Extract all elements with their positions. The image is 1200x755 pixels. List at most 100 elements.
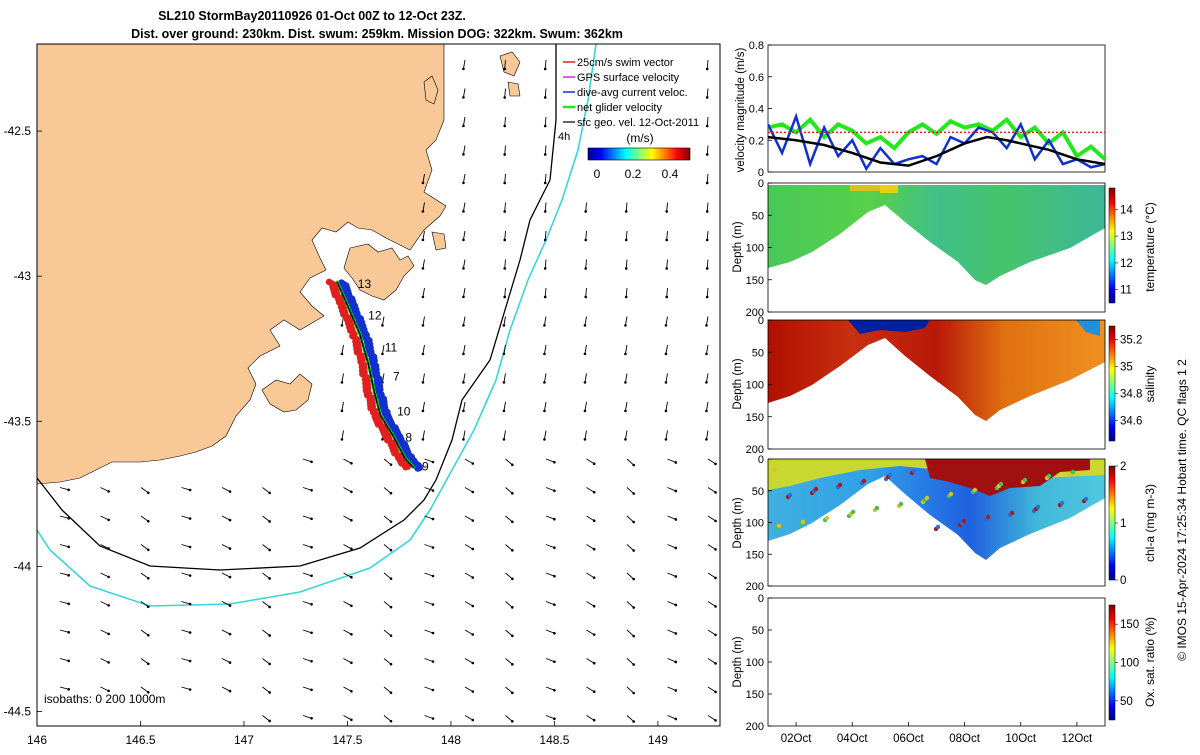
vector-191 (424, 601, 434, 605)
vector-head-175 (471, 576, 475, 579)
vector-head-178 (592, 576, 596, 580)
vector-head-102 (705, 438, 708, 441)
vector-197 (667, 601, 676, 606)
track-day-label-3: 7 (393, 370, 400, 384)
vector-head-75 (421, 381, 425, 384)
vector-head-226 (471, 661, 475, 665)
vector-head-43 (665, 267, 669, 270)
vector-110 (586, 458, 595, 465)
map-xtick-label-6: 149 (648, 733, 668, 747)
vector-head-40 (543, 267, 547, 270)
map-axes: 146 146.5 147 147.5 148 148.5 149 -42.5 -43 -43.5… (4, 124, 669, 747)
vector-71 (665, 344, 668, 354)
section-3-cbtick-label-0: 34.6 (1120, 416, 1142, 428)
vector-head-258 (592, 718, 596, 722)
vector-head-110 (592, 462, 596, 466)
vector-head-214 (674, 632, 678, 635)
vector-head-144 (592, 519, 596, 523)
vector-head-92 (705, 409, 708, 413)
vector-head-136 (268, 520, 271, 523)
vector-head-249 (714, 690, 717, 694)
vector-238 (262, 686, 270, 693)
isobath-200m (37, 44, 557, 571)
vector-head-216 (67, 659, 70, 663)
figure-title-line1: SL210 StormBay20110926 01-Oct 00Z to 12-… (158, 9, 466, 23)
chlorophyll-dot-58 (998, 481, 1004, 487)
vector-75 (422, 373, 425, 383)
vector-35 (666, 230, 668, 241)
vector-head-148 (67, 545, 70, 549)
vector-head-158 (471, 547, 475, 551)
map-colorbar-tick-0: 0 (594, 167, 601, 181)
vector-183 (100, 601, 109, 606)
vector-227 (505, 658, 513, 665)
vector-168 (181, 572, 191, 576)
vector-head-236 (188, 688, 192, 691)
vector-215 (707, 629, 716, 636)
temperature-panel: Depth (m) temperature (°C) (732, 182, 1157, 313)
vector-head-117 (188, 488, 192, 492)
vector-203 (221, 629, 231, 635)
section-4-cbtick-label-1: 1 (1120, 518, 1126, 530)
vector-head-14 (543, 153, 547, 156)
vector-head-167 (146, 576, 150, 580)
vector-head-122 (389, 491, 393, 495)
vector-head-131 (67, 517, 70, 520)
vector-7 (706, 88, 709, 98)
vector-55 (422, 316, 425, 326)
vector-head-8 (462, 124, 465, 128)
vector-head-3 (705, 67, 709, 71)
vector-head-111 (632, 463, 635, 467)
vector-80 (624, 373, 628, 383)
vector-head-169 (228, 575, 232, 579)
vector-187 (262, 601, 270, 608)
vector-head-0 (462, 67, 465, 71)
temperature-warm-patch-2 (880, 185, 898, 193)
vector-83 (341, 401, 344, 411)
vector-118 (221, 487, 231, 492)
vector-head-244 (511, 691, 514, 695)
vector-head-163 (674, 546, 678, 550)
vector-101 (665, 430, 668, 440)
vector-head-112 (674, 461, 678, 464)
temperature-ylabel: Depth (m) (732, 221, 744, 272)
vector-102 (705, 430, 709, 440)
vector-head-177 (553, 574, 556, 578)
vector-head-195 (592, 604, 596, 608)
vector-head-81 (664, 381, 668, 384)
vector-head-218 (146, 662, 150, 666)
chlorophyll-high-patch (925, 459, 1090, 496)
vector-74 (381, 373, 385, 383)
vector-174 (424, 572, 434, 577)
section-2-ytick-label-2: 100 (746, 243, 764, 255)
vector-59 (584, 316, 587, 326)
vector-head-49 (584, 295, 588, 299)
vector-127 (586, 487, 595, 493)
vector-head-21 (421, 210, 425, 213)
vector-head-203 (228, 632, 232, 636)
vector-145 (626, 515, 634, 523)
vector-166 (100, 572, 109, 578)
vector-15 (706, 145, 709, 155)
vector-head-160 (553, 546, 556, 550)
vector-head-207 (389, 634, 393, 637)
vector-189 (343, 601, 352, 607)
map-xtick-label-4: 148 (441, 733, 461, 747)
velocity-series-1 (768, 112, 1105, 172)
vector-head-16 (421, 181, 425, 185)
vector-19 (544, 173, 547, 184)
map-legend: 25cm/s swim vector GPS surface velocity … (558, 57, 699, 143)
vector-20 (706, 173, 709, 184)
vector-133 (140, 515, 149, 522)
vector-head-240 (350, 689, 353, 693)
section-4-cbtick-label-0: 0 (1120, 575, 1126, 587)
track-day-label-5: 8 (405, 431, 412, 445)
vector-head-247 (632, 691, 635, 695)
vector-223 (343, 658, 352, 664)
vector-head-166 (107, 575, 110, 579)
vector-119 (262, 487, 270, 494)
vector-160 (545, 544, 555, 549)
vector-221 (262, 658, 270, 665)
vector-head-31 (503, 238, 507, 242)
velocity-ytick-label-3: 0.6 (749, 72, 764, 84)
